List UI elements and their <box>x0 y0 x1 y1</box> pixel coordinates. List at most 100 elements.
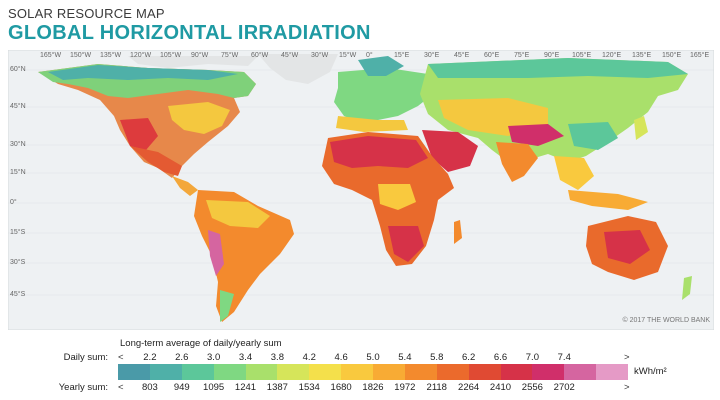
lon-label: 150°W <box>70 52 92 59</box>
madagascar <box>454 220 462 244</box>
usa-southwest <box>120 118 158 150</box>
color-scale-bar <box>118 364 628 380</box>
japan <box>634 116 648 140</box>
lon-label: 165°E <box>690 52 710 59</box>
daily-tick-label: 3.4 <box>238 352 253 363</box>
mexico <box>130 146 182 176</box>
color-swatch <box>149 364 182 380</box>
lon-label: 15°E <box>394 52 410 59</box>
lon-label: 90°W <box>191 52 209 59</box>
world-map-svg <box>8 50 714 330</box>
daily-tick-label: 5.4 <box>398 352 412 363</box>
lon-label: 120°W <box>130 52 152 59</box>
yearly-tick-label: 1972 <box>394 382 416 393</box>
arctic-canada <box>128 56 258 68</box>
greenland <box>258 54 338 84</box>
color-swatch <box>468 364 501 380</box>
lon-label: 30°E <box>424 52 440 59</box>
solar-map[interactable]: 165°W 150°W 135°W 120°W 105°W 90°W 75°W … <box>8 50 714 330</box>
patagonia <box>220 290 234 322</box>
lat-label: 0° <box>10 199 17 206</box>
daily-sum-label: Daily sum: <box>63 352 108 363</box>
color-swatch <box>277 364 310 380</box>
yearly-tick-label: 1387 <box>266 382 288 393</box>
daily-tick-label: 4.2 <box>302 352 316 363</box>
yearly-tick-label: 1241 <box>234 382 257 393</box>
amazon <box>206 200 270 228</box>
lon-label: 120°E <box>602 52 622 59</box>
yearly-tick-label: 1534 <box>298 382 320 393</box>
yearly-tick-label: 949 <box>173 382 190 393</box>
color-swatch <box>500 364 533 380</box>
daily-tick-label: 2.6 <box>175 352 189 363</box>
yearly-tick-label: 2118 <box>426 382 447 393</box>
australia-interior <box>604 230 650 264</box>
scandinavia <box>358 56 404 76</box>
color-swatch <box>373 364 405 380</box>
usa-east <box>168 102 230 134</box>
color-swatch <box>532 364 565 380</box>
lon-label: 90°E <box>544 52 560 59</box>
lat-label: 30°S <box>10 259 26 266</box>
china-east <box>568 122 618 150</box>
yearly-tick-label: 803 <box>141 382 158 393</box>
daily-tick-label: 5.0 <box>366 352 380 363</box>
lon-label: 45°E <box>454 52 470 59</box>
lon-label: 75°W <box>221 52 239 59</box>
lat-label: 60°N <box>10 66 26 73</box>
daily-tick-label: 6.2 <box>462 352 476 363</box>
lon-label: 150°E <box>662 52 682 59</box>
color-swatch <box>436 364 469 380</box>
tibet <box>508 124 564 146</box>
new-zealand <box>682 276 692 300</box>
yearly-sum-label: Yearly sum: <box>58 382 108 393</box>
color-swatch <box>564 364 597 380</box>
lon-label: 135°E <box>632 52 652 59</box>
andes-high <box>208 230 224 276</box>
asia <box>420 58 688 162</box>
legend-title: Long-term average of daily/yearly sum <box>120 338 282 349</box>
yearly-tick-label: 2410 <box>489 382 512 393</box>
yearly-tick-label: 2702 <box>553 382 575 393</box>
mediterranean <box>336 116 408 132</box>
yearly-tick-label: 1095 <box>203 382 225 393</box>
map-subtitle: SOLAR RESOURCE MAP <box>8 6 165 21</box>
lon-label: 15°W <box>339 52 357 59</box>
yearly-greater-than: > <box>624 382 630 393</box>
color-swatch <box>213 364 246 380</box>
daily-tick-label: 6.6 <box>493 352 508 363</box>
color-swatch <box>404 364 437 380</box>
color-swatch <box>181 364 214 380</box>
lon-label: 105°E <box>572 52 592 59</box>
daily-tick-label: 3.8 <box>270 352 284 363</box>
daily-tick-label: 5.8 <box>430 352 444 363</box>
map-title: GLOBAL HORIZONTAL IRRADIATION <box>8 22 371 44</box>
lat-label: 45°S <box>10 291 26 298</box>
lat-label: 45°N <box>10 103 26 110</box>
lon-label: 165°W <box>40 52 62 59</box>
southern-africa <box>388 226 424 262</box>
daily-tick-label: 3.0 <box>207 352 221 363</box>
south-america <box>194 190 294 322</box>
lon-label: 135°W <box>100 52 122 59</box>
lat-label: 15°S <box>10 229 26 236</box>
lat-label: 30°N <box>10 141 26 148</box>
southeast-asia <box>554 156 594 190</box>
lon-label: 75°E <box>514 52 530 59</box>
central-america <box>172 176 198 196</box>
color-swatch <box>596 364 628 380</box>
unit-label: kWh/m² <box>634 366 667 377</box>
sahara <box>330 136 428 168</box>
indonesia <box>568 190 648 210</box>
daily-tick-label: 7.0 <box>525 352 539 363</box>
yearly-tick-label: 2556 <box>521 382 543 393</box>
europe <box>334 68 438 122</box>
color-swatch <box>245 364 278 380</box>
india <box>496 142 538 182</box>
siberia <box>428 58 688 78</box>
lon-label: 45°W <box>281 52 299 59</box>
color-swatch <box>341 364 373 380</box>
lon-label: 60°W <box>251 52 269 59</box>
daily-tick-label: 7.4 <box>557 352 571 363</box>
color-swatch <box>118 364 150 380</box>
